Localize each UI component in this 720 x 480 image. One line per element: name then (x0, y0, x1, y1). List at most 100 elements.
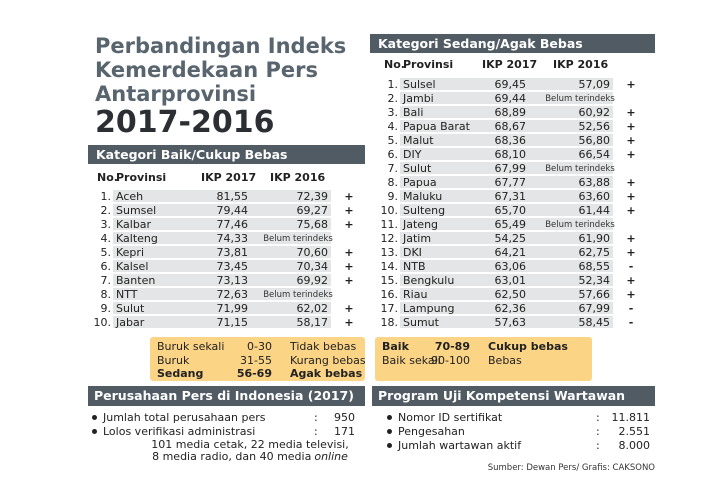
trend: + (626, 204, 636, 217)
row-number: 11. (380, 218, 399, 231)
ikp-2016-note: Belum terindeks (263, 234, 333, 244)
ikp-2016: 70,34 (296, 260, 329, 273)
province: Kalsel (116, 260, 149, 273)
trend: + (344, 260, 354, 273)
item-label: Pengesahan (398, 425, 465, 438)
trend: + (344, 218, 354, 231)
row-number: 7. (387, 162, 399, 175)
row-stripe (113, 302, 331, 314)
province: NTT (116, 288, 138, 301)
trend: + (344, 204, 354, 217)
province: Sulut (116, 302, 145, 315)
trend: - (628, 316, 634, 329)
province: Jambi (403, 92, 434, 105)
row-number: 14. (380, 260, 399, 273)
row-stripe (400, 106, 613, 118)
ikp-2017: 68,36 (494, 134, 527, 147)
separator: : (596, 425, 600, 438)
trend: + (626, 106, 636, 119)
table-heading: Kategori Sedang/Agak Bebas (378, 36, 583, 51)
row-number: 1. (100, 190, 112, 203)
province: Bali (403, 106, 424, 119)
ikp-2017: 71,15 (216, 316, 249, 329)
row-number: 5. (100, 246, 112, 259)
row-number: 3. (387, 106, 399, 119)
row-number: 10. (93, 316, 112, 329)
note: 8 media radio, dan 40 media (152, 450, 312, 463)
item-value: 11.811 (611, 411, 651, 424)
ikp-2017: 73,81 (216, 246, 249, 259)
ikp-2017: 71,99 (216, 302, 249, 315)
ikp-2017: 68,10 (494, 148, 527, 161)
province: Sumut (403, 316, 439, 329)
legend-range: 31-55 (240, 353, 272, 367)
row-number: 9. (100, 302, 112, 315)
ikp-2017: 67,99 (494, 162, 527, 175)
item-value: 171 (334, 425, 355, 438)
ikp-2016: 63,88 (578, 176, 611, 189)
ikp-2016-note: Belum terindeks (545, 94, 615, 104)
ikp-2016: 62,75 (578, 246, 611, 259)
legend-category: Kurang bebas (290, 353, 366, 367)
bullet (387, 429, 392, 434)
row-stripe (400, 316, 613, 328)
item-label: Lolos verifikasi administrasi (103, 425, 256, 438)
row-stripe (400, 246, 613, 258)
row-stripe (400, 162, 613, 174)
ikp-2017: 68,67 (494, 120, 527, 133)
row-number: 3. (100, 218, 112, 231)
row-stripe (113, 316, 331, 328)
row-stripe (400, 288, 613, 300)
ikp-2016: 52,34 (578, 274, 611, 287)
row-stripe (400, 134, 613, 146)
ikp-2017: 77,46 (216, 218, 249, 231)
ikp-2017: 74,33 (216, 232, 249, 245)
row-stripe (113, 288, 331, 300)
item-value: 950 (334, 411, 355, 424)
ikp-2016: 72,39 (296, 190, 329, 203)
item-label: Jumlah total perusahaan pers (103, 411, 266, 424)
ikp-2017: 79,44 (216, 204, 249, 217)
column-header: Provinsi (403, 58, 454, 71)
ikp-2016: 75,68 (296, 218, 329, 231)
title-line: Perbandingan Indeks (95, 34, 347, 58)
row-stripe (400, 274, 613, 286)
province: Aceh (116, 190, 144, 203)
ikp-2017: 62,36 (494, 302, 527, 315)
ikp-2017: 67,77 (494, 176, 527, 189)
row-number: 6. (387, 148, 399, 161)
trend: + (626, 120, 636, 133)
province: Papua (403, 176, 437, 189)
row-number: 1. (387, 78, 399, 91)
ikp-2017: 63,01 (494, 274, 527, 287)
ikp-2016: 56,80 (578, 134, 611, 147)
row-stripe (400, 232, 613, 244)
row-stripe (113, 274, 331, 286)
legend-level: Buruk sekali (157, 340, 225, 353)
province: DKI (403, 246, 422, 259)
province: Jabar (116, 316, 145, 329)
row-number: 4. (100, 232, 112, 245)
legend-level: Buruk (157, 353, 190, 367)
row-number: 17. (380, 302, 399, 315)
ikp-2017: 65,49 (494, 218, 527, 231)
row-stripe (113, 246, 331, 258)
item-value: 2.551 (618, 425, 651, 438)
ikp-2017: 68,89 (494, 106, 527, 119)
province: Jateng (403, 218, 439, 231)
row-number: 13. (380, 246, 399, 259)
ikp-2017: 81,55 (216, 190, 249, 203)
legend-range: 70-89 (434, 340, 470, 353)
trend: + (626, 148, 636, 161)
separator: : (314, 411, 318, 424)
table-heading-bar (370, 34, 655, 53)
row-number: 15. (380, 274, 399, 287)
row-stripe (400, 176, 613, 188)
ikp-2017: 69,45 (494, 78, 527, 91)
province: DIY (403, 148, 422, 161)
province: Kalbar (116, 218, 152, 231)
row-number: 6. (100, 260, 112, 273)
row-stripe (400, 120, 613, 132)
column-header: IKP 2017 (482, 58, 538, 71)
bullet (92, 415, 97, 420)
